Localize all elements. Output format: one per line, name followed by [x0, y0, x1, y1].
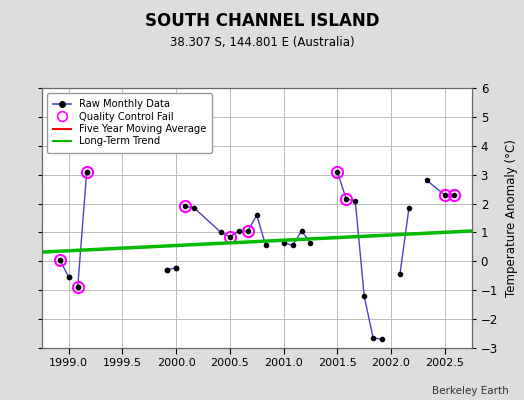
Y-axis label: Temperature Anomaly (°C): Temperature Anomaly (°C) — [505, 139, 518, 297]
Text: SOUTH CHANNEL ISLAND: SOUTH CHANNEL ISLAND — [145, 12, 379, 30]
Legend: Raw Monthly Data, Quality Control Fail, Five Year Moving Average, Long-Term Tren: Raw Monthly Data, Quality Control Fail, … — [47, 93, 212, 152]
Text: Berkeley Earth: Berkeley Earth — [432, 386, 508, 396]
Text: 38.307 S, 144.801 E (Australia): 38.307 S, 144.801 E (Australia) — [170, 36, 354, 49]
